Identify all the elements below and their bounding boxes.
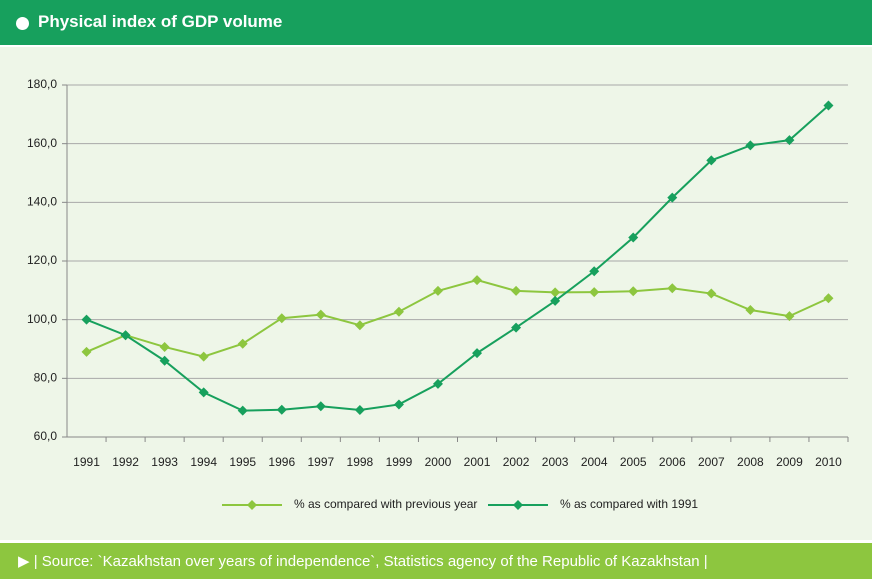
point	[784, 311, 795, 322]
point	[667, 283, 678, 294]
y-tick-label: 140,0	[27, 195, 57, 209]
x-tick-label: 2010	[815, 455, 842, 469]
x-tick-label: 2000	[425, 455, 452, 469]
point	[237, 405, 248, 416]
point	[198, 351, 209, 362]
y-tick-label: 60,0	[34, 429, 58, 443]
y-tick-label: 100,0	[27, 312, 57, 326]
x-tick-label: 1995	[229, 455, 256, 469]
bullet	[16, 17, 29, 30]
point	[159, 341, 170, 352]
header-bar: Physical index of GDP volume	[0, 0, 872, 45]
legend-label: % as compared with previous year	[294, 497, 477, 511]
point	[550, 287, 561, 298]
point	[667, 192, 678, 203]
x-tick-label: 1992	[112, 455, 139, 469]
legend-marker	[513, 500, 523, 510]
point	[745, 304, 756, 315]
y-tick-label: 80,0	[34, 371, 58, 385]
point	[550, 295, 561, 306]
point	[354, 320, 365, 331]
point	[198, 387, 209, 398]
point	[706, 155, 717, 166]
point	[823, 293, 834, 304]
point	[237, 338, 248, 349]
point	[589, 287, 600, 298]
x-tick-label: 1996	[268, 455, 295, 469]
point	[432, 378, 443, 389]
x-tick-label: 1999	[386, 455, 413, 469]
y-tick-label: 180,0	[27, 77, 57, 91]
point	[472, 275, 483, 286]
point	[120, 330, 131, 341]
point	[354, 405, 365, 416]
point	[81, 314, 92, 325]
x-tick-label: 1994	[190, 455, 217, 469]
point	[81, 346, 92, 357]
x-tick-label: 2007	[698, 455, 725, 469]
point	[823, 100, 834, 111]
point	[745, 140, 756, 151]
point	[784, 135, 795, 146]
x-tick-label: 2004	[581, 455, 608, 469]
series-line	[86, 104, 830, 412]
legend-label: % as compared with 1991	[560, 497, 698, 511]
point	[628, 232, 639, 243]
point	[315, 309, 326, 320]
y-tick-label: 120,0	[27, 253, 57, 267]
point	[432, 285, 443, 296]
point	[159, 355, 170, 366]
series-line	[86, 279, 829, 358]
point	[393, 306, 404, 317]
point	[276, 313, 287, 324]
x-tick-label: 1993	[151, 455, 178, 469]
footer-text: ▶ | Source: `Kazakhstan over years of in…	[18, 553, 708, 570]
x-tick-label: 2005	[620, 455, 647, 469]
point	[276, 404, 287, 415]
y-tick-label: 160,0	[27, 136, 57, 150]
point	[511, 285, 522, 296]
point	[706, 288, 717, 299]
x-tick-label: 1991	[73, 455, 100, 469]
x-tick-label: 1997	[307, 455, 334, 469]
point	[511, 322, 522, 333]
legend-marker	[247, 500, 257, 510]
point	[628, 286, 639, 297]
x-tick-label: 2001	[464, 455, 491, 469]
title: Physical index of GDP volume	[38, 12, 283, 31]
point	[393, 399, 404, 410]
x-tick-label: 2009	[776, 455, 803, 469]
x-tick-label: 2006	[659, 455, 686, 469]
footer-bar: ▶ | Source: `Kazakhstan over years of in…	[0, 543, 872, 579]
x-tick-label: 1998	[347, 455, 374, 469]
x-tick-label: 2003	[542, 455, 569, 469]
point	[589, 266, 600, 277]
x-tick-label: 2002	[503, 455, 530, 469]
point	[472, 348, 483, 359]
x-tick-label: 2008	[737, 455, 764, 469]
point	[315, 401, 326, 412]
